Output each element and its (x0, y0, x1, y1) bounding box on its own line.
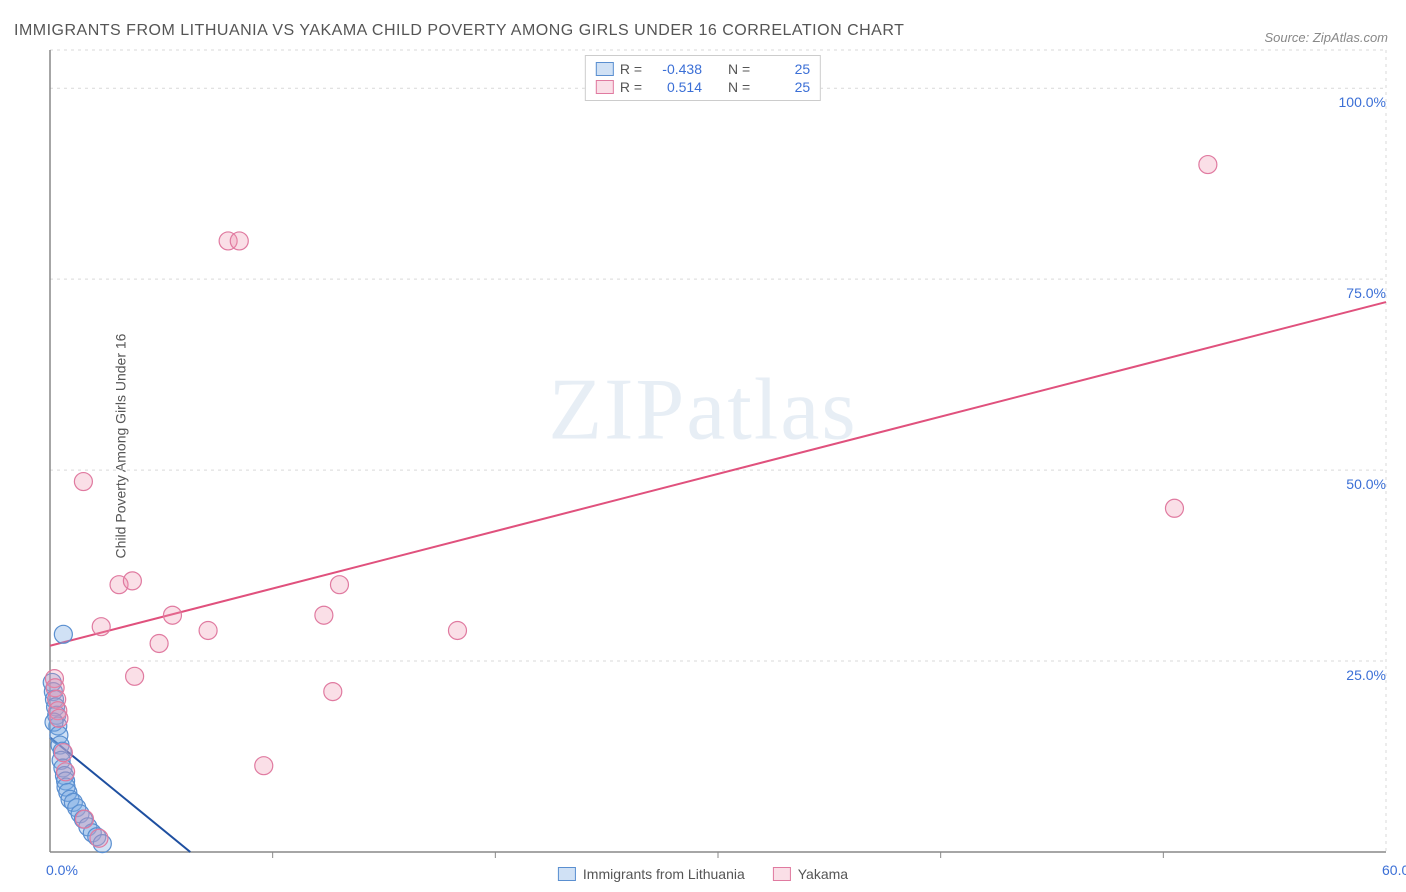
legend-item: Immigrants from Lithuania (558, 866, 745, 882)
r-value: -0.438 (650, 61, 702, 77)
n-value: 25 (758, 61, 810, 77)
scatter-chart (0, 0, 1406, 892)
n-label: N = (728, 61, 750, 77)
y-tick-label: 50.0% (1346, 476, 1386, 492)
x-tick-label: 60.0% (1382, 862, 1406, 878)
legend-row: R = -0.438 N = 25 (596, 60, 810, 78)
legend-swatch (773, 867, 791, 881)
legend-swatch (596, 80, 614, 94)
n-label: N = (728, 79, 750, 95)
y-tick-label: 100.0% (1339, 94, 1386, 110)
y-tick-label: 25.0% (1346, 667, 1386, 683)
legend-label: Yakama (798, 866, 848, 882)
r-label: R = (620, 79, 642, 95)
legend-swatch (558, 867, 576, 881)
legend-item: Yakama (773, 866, 848, 882)
series-legend: Immigrants from Lithuania Yakama (558, 866, 848, 882)
legend-swatch (596, 62, 614, 76)
r-label: R = (620, 61, 642, 77)
r-value: 0.514 (650, 79, 702, 95)
y-tick-label: 75.0% (1346, 285, 1386, 301)
n-value: 25 (758, 79, 810, 95)
x-tick-label: 0.0% (46, 862, 78, 878)
legend-label: Immigrants from Lithuania (583, 866, 745, 882)
legend-row: R = 0.514 N = 25 (596, 78, 810, 96)
correlation-legend: R = -0.438 N = 25 R = 0.514 N = 25 (585, 55, 821, 101)
